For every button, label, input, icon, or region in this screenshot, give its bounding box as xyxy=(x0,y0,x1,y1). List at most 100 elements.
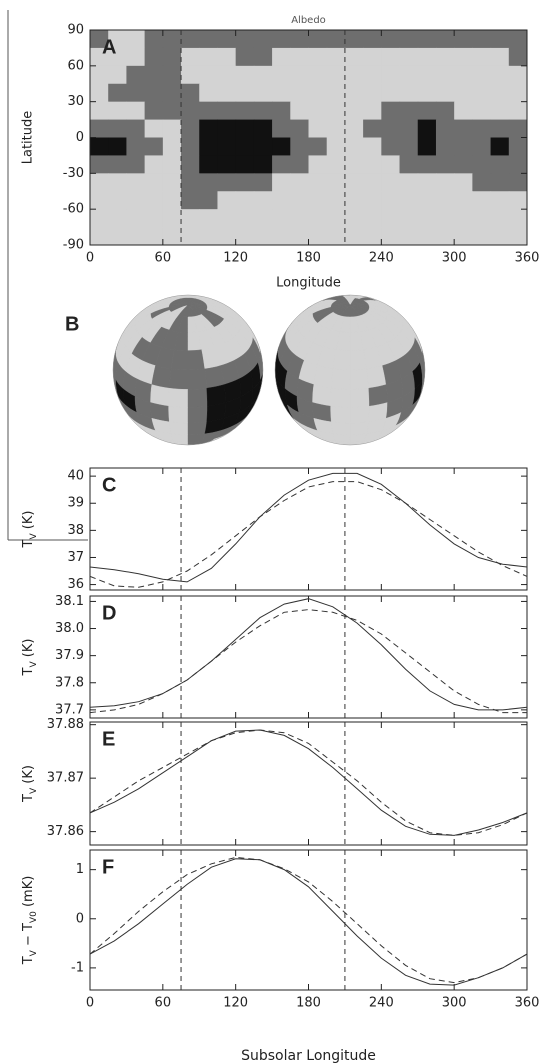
albedo-cell xyxy=(144,137,164,156)
albedo-cell xyxy=(290,30,309,49)
albedo-cell xyxy=(344,191,364,210)
albedo-cell xyxy=(417,83,437,103)
globe-cell xyxy=(312,384,332,407)
albedo-cell xyxy=(399,191,419,210)
globe-cell xyxy=(169,368,189,390)
albedo-cell xyxy=(162,155,182,174)
albedo-cell xyxy=(162,65,182,85)
albedo-cell xyxy=(454,209,473,228)
albedo-cell xyxy=(308,30,328,49)
albedo-cell xyxy=(90,191,109,210)
albedo-cell xyxy=(108,155,127,174)
albedo-cell xyxy=(381,191,401,210)
albedo-cell xyxy=(108,137,127,156)
plot-frame xyxy=(89,467,528,591)
y-axis-label-part: (mK) xyxy=(21,876,36,911)
albedo-cell xyxy=(253,191,273,210)
albedo-cell xyxy=(126,83,146,103)
y-tick-label: 38 xyxy=(67,523,84,538)
y-axis-label-subscript: V xyxy=(29,661,39,668)
series-line xyxy=(89,856,528,984)
albedo-cell xyxy=(217,191,237,210)
albedo-cell xyxy=(90,47,109,67)
albedo-cell xyxy=(326,83,346,103)
albedo-cell xyxy=(508,173,528,192)
y-tick-label: -60 xyxy=(63,202,84,217)
y-axis-label-part: T xyxy=(21,539,36,548)
albedo-cell xyxy=(290,137,309,156)
albedo-cell xyxy=(490,209,510,228)
globe-cell xyxy=(187,295,198,299)
y-axis-label-subscript: V xyxy=(29,787,39,794)
albedo-cell xyxy=(199,65,218,85)
globe-cell xyxy=(168,387,189,408)
y-axis-label-part: − T xyxy=(21,923,36,950)
albedo-cell xyxy=(490,47,510,67)
albedo-cell xyxy=(399,209,419,228)
albedo-cell xyxy=(490,30,510,49)
albedo-cell xyxy=(344,30,364,49)
albedo-cell xyxy=(326,155,346,174)
x-tick-label: 360 xyxy=(515,996,540,1011)
albedo-cell xyxy=(508,30,528,49)
albedo-cell xyxy=(126,119,146,138)
albedo-cell xyxy=(435,30,455,49)
albedo-cell xyxy=(272,137,291,156)
x-tick-label: 300 xyxy=(442,251,467,266)
series-line xyxy=(89,472,528,583)
albedo-cell xyxy=(126,173,146,192)
albedo-cell xyxy=(435,47,455,67)
x-tick-label: 120 xyxy=(223,996,248,1011)
albedo-cell xyxy=(199,191,218,210)
albedo-cell xyxy=(144,209,164,228)
albedo-cell xyxy=(381,137,401,156)
series-line xyxy=(89,729,528,836)
albedo-cell xyxy=(435,191,455,210)
albedo-cell xyxy=(344,119,364,138)
y-axis-label-part: T xyxy=(21,794,36,803)
x-tick-label: 240 xyxy=(369,251,394,266)
globe-cell xyxy=(332,349,351,371)
albedo-cell xyxy=(454,173,473,192)
globe-cell xyxy=(169,421,189,436)
y-axis-label-part: (K) xyxy=(21,639,36,662)
globe-cell xyxy=(349,295,360,299)
albedo-cell xyxy=(472,137,492,156)
y-tick-label: 60 xyxy=(67,58,84,73)
albedo-cell xyxy=(272,119,291,138)
globe-cell xyxy=(150,384,170,407)
albedo-cell xyxy=(435,119,455,138)
albedo-cell xyxy=(417,173,437,192)
albedo-cell xyxy=(326,65,346,85)
albedo-cell xyxy=(344,227,364,246)
y-axis-label-part: (K) xyxy=(21,511,36,534)
plot-frame xyxy=(89,595,528,719)
albedo-cell xyxy=(435,173,455,192)
albedo-cell xyxy=(253,101,273,121)
albedo-cell xyxy=(381,47,401,67)
globe-limb xyxy=(274,294,426,446)
albedo-cell xyxy=(253,227,273,246)
albedo-cell xyxy=(235,137,255,156)
albedo-cell xyxy=(508,47,528,67)
albedo-cell xyxy=(290,65,309,85)
albedo-cell xyxy=(126,155,146,174)
albedo-cell xyxy=(217,65,237,85)
albedo-cell xyxy=(417,209,437,228)
albedo-cell xyxy=(90,119,109,138)
albedo-cell xyxy=(181,119,200,138)
y-tick-label: 40 xyxy=(67,469,84,484)
albedo-cell xyxy=(399,47,419,67)
albedo-cell xyxy=(253,47,273,67)
y-tick-label: 38.0 xyxy=(55,621,84,636)
albedo-cell xyxy=(399,30,419,49)
albedo-cell xyxy=(126,209,146,228)
series-line xyxy=(89,481,528,588)
x-axis-label: Subsolar Longitude xyxy=(241,1048,376,1064)
albedo-cell xyxy=(381,83,401,103)
globe-cell xyxy=(349,368,370,390)
globe-cell xyxy=(187,421,208,436)
albedo-cell xyxy=(454,30,473,49)
albedo-cell xyxy=(90,137,109,156)
y-tick-label: 39 xyxy=(67,496,84,511)
